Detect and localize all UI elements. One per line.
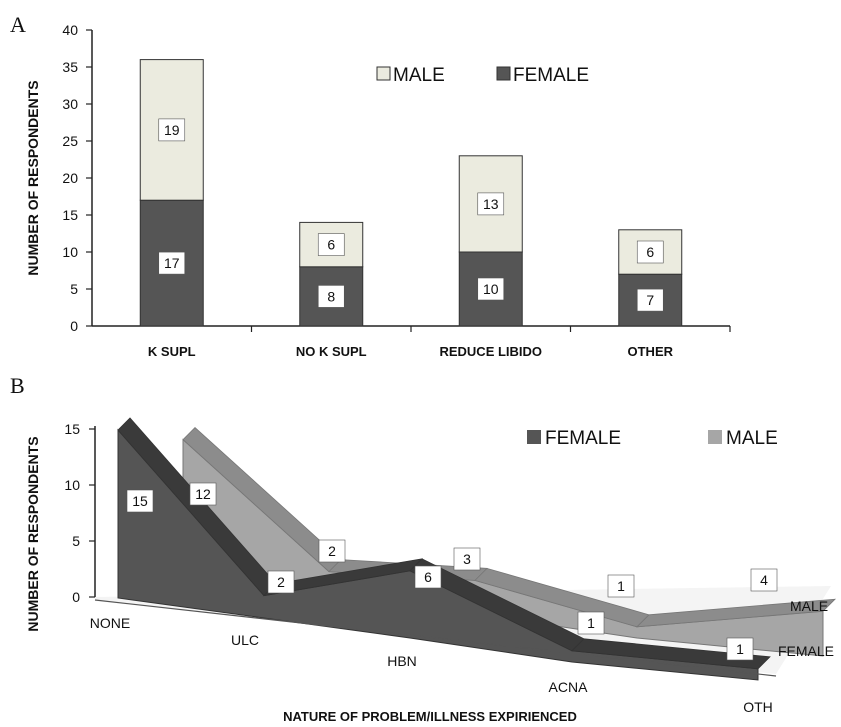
data-label-female-b-box: [726, 637, 754, 661]
data-label-male-b: 4: [760, 572, 768, 588]
y-tick-label-a: 35: [62, 59, 78, 75]
data-label-female-box: [477, 277, 505, 301]
y-tick-label-a: 30: [62, 96, 78, 112]
data-label-female-b-box: [267, 570, 295, 594]
y-tick-label-b: 15: [64, 421, 80, 437]
data-label-female-b: 1: [587, 615, 595, 631]
data-label-female: 17: [164, 255, 180, 271]
y-axis-title-b: NUMBER OF RESPONDENTS: [25, 436, 41, 631]
data-label-male-box: [636, 240, 664, 264]
data-label-female-b: 15: [132, 493, 148, 509]
x-category-label-b: OTH: [743, 699, 773, 715]
data-label-female-b-box: [126, 489, 154, 513]
data-label-male-b: 3: [463, 551, 471, 567]
data-label-male-box: [158, 118, 186, 142]
legend-label-a: MALE: [393, 65, 445, 86]
legend-swatch-a: [376, 66, 391, 81]
legend-label-a: FEMALE: [513, 65, 589, 86]
x-category-label-b: ULC: [231, 632, 259, 648]
x-category-label-b: ACNA: [549, 679, 589, 695]
x-category-label-a: K SUPL: [148, 344, 196, 359]
data-label-female-box: [636, 288, 664, 312]
depth-label-female: FEMALE: [778, 643, 834, 659]
legend-swatch-b: [708, 430, 722, 444]
ribbon-female: [571, 638, 771, 670]
legend-swatch-b: [527, 430, 541, 444]
depth-label-male: MALE: [790, 598, 828, 614]
x-category-label-a: OTHER: [628, 344, 674, 359]
ribbon-male: [635, 598, 837, 628]
y-tick-label-a: 20: [62, 170, 78, 186]
y-tick-label-b: 0: [72, 589, 80, 605]
legend-label-b: MALE: [726, 428, 778, 449]
y-tick-label-a: 25: [62, 133, 78, 149]
legend-swatch-a: [496, 66, 511, 81]
x-category-label-b: NONE: [90, 615, 130, 631]
panel-a-letter: A: [10, 12, 26, 37]
data-label-male-b-box: [750, 568, 778, 592]
data-label-female-b-box: [414, 565, 442, 589]
data-label-male: 6: [646, 244, 654, 260]
data-label-male-b: 2: [328, 543, 336, 559]
data-label-male: 6: [327, 237, 335, 253]
y-tick-label-a: 40: [62, 22, 78, 38]
legend-a: MALE FEMALE: [376, 65, 589, 86]
x-category-label-a: NO K SUPL: [296, 344, 367, 359]
data-label-female-box: [317, 285, 345, 308]
data-label-male-b-box: [189, 482, 217, 506]
data-label-male-b-box: [453, 547, 481, 571]
x-axis-b: [94, 599, 777, 677]
y-tick-label-b: 10: [64, 477, 80, 493]
y-tick-label-a: 5: [70, 281, 78, 297]
y-tick-label-a: 0: [70, 318, 78, 334]
data-label-female: 7: [646, 292, 654, 308]
legend-b: FEMALE MALE: [527, 428, 778, 449]
data-label-female-box: [158, 251, 186, 275]
data-label-female: 8: [327, 288, 335, 304]
y-tick-label-b: 5: [72, 533, 80, 549]
x-axis-title-b: NATURE OF PROBLEM/ILLNESS EXPIRIENCED: [283, 709, 577, 724]
data-label-female-b: 6: [424, 569, 432, 585]
data-label-male: 19: [164, 122, 180, 138]
y-tick-label-a: 10: [62, 244, 78, 260]
data-label-male-b: 1: [617, 578, 625, 594]
x-category-label-a: REDUCE LIBIDO: [439, 344, 542, 359]
data-label-female: 10: [483, 281, 499, 297]
data-label-female-b: 2: [277, 574, 285, 590]
data-label-male-box: [477, 192, 505, 216]
data-label-female-b: 1: [736, 641, 744, 657]
x-category-label-b: HBN: [387, 653, 417, 669]
y-axis-title-a: NUMBER OF RESPONDENTS: [25, 80, 41, 275]
data-label-male-b: 12: [195, 486, 211, 502]
data-label-male: 13: [483, 196, 499, 212]
data-label-male-b-box: [318, 539, 346, 563]
data-label-male-b-box: [607, 574, 635, 598]
chart-a: 0 5 10 15 20 25 30 35 40 NUMBER OF RESPONDENTS 17 1…: [25, 22, 731, 359]
data-label-female-b-box: [577, 611, 605, 635]
legend-label-b: FEMALE: [545, 428, 621, 449]
y-tick-label-a: 15: [62, 207, 78, 223]
data-label-male-box: [317, 233, 345, 256]
panel-b-letter: B: [10, 373, 25, 398]
